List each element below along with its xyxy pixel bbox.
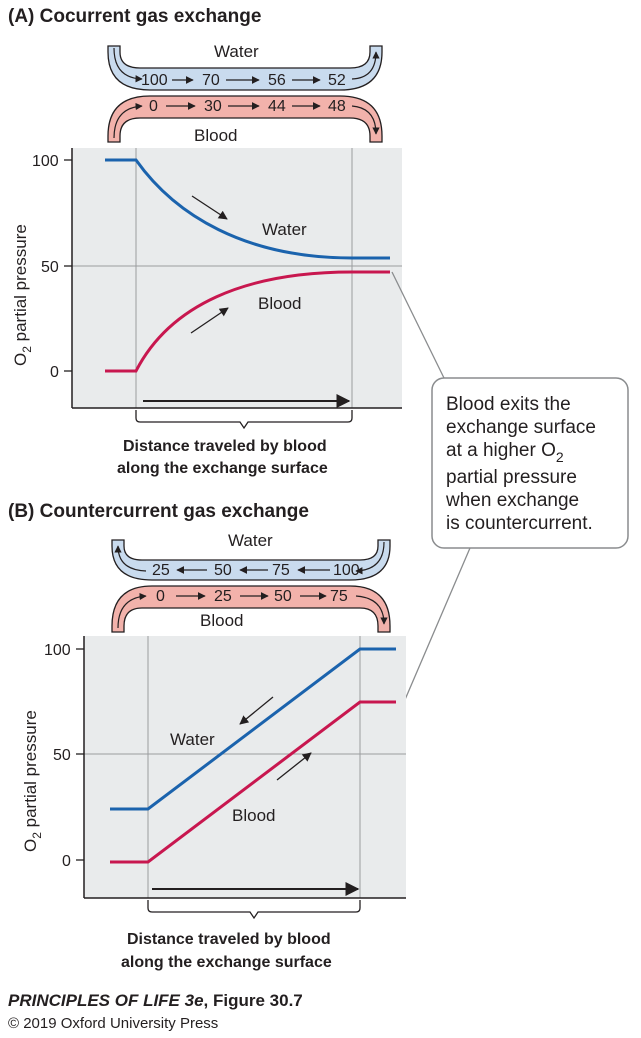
callout-line-2: exchange surface (446, 417, 596, 438)
panel-a-x-caption-line2: along the exchange surface (117, 460, 328, 477)
panel-b-tick-label-50: 50 (53, 747, 71, 764)
panel-b-water-trend-arrow (239, 696, 274, 725)
panel-b-curve-water-label: Water (170, 730, 215, 749)
book-title: PRINCIPLES OF LIFE 3e (8, 991, 204, 1010)
panel-b-x-caption-line1: Distance traveled by blood (127, 931, 331, 948)
panel-b-water-value-3: 75 (272, 562, 290, 579)
panel-b-plot: 100 50 0 O2 partial pressure Water Blood… (21, 636, 406, 971)
panel-b-x-caption-line2: along the exchange surface (121, 954, 332, 971)
panel-b-blood-band (111, 585, 391, 633)
panel-b-y-axis-title: O2 partial pressure (21, 710, 44, 852)
panel-a-y-axis-title: O2 partial pressure (11, 224, 34, 366)
panel-b-blood-inflow-arrow (117, 592, 147, 629)
panel-a-blood-value-2: 30 (204, 98, 222, 115)
panel-a-water-label: Water (214, 42, 259, 61)
panel-b-distance-bracket (147, 900, 361, 920)
panel-b-blood-outflow-arrow (355, 595, 388, 625)
panel-b-water-channel: Water 25 50 75 100 (111, 531, 391, 581)
callout: Blood exits the exchange surface at a hi… (391, 271, 629, 703)
panel-b-blood-trend-arrow (276, 752, 312, 781)
panel-b-blood-curve (110, 700, 396, 864)
panel-b-water-outflow-arrow (114, 545, 147, 572)
panel-a-tick-label-0: 0 (50, 364, 59, 381)
panel-a-tick-label-100: 100 (32, 153, 59, 170)
callout-line-4: partial pressure (446, 467, 577, 488)
callout-box (431, 377, 629, 549)
panel-a-x-caption-line1: Distance traveled by blood (123, 438, 327, 455)
figure-number: , Figure 30.7 (204, 991, 303, 1010)
panel-a-water-trend-arrow (191, 195, 228, 220)
panel-b-blood-value-2: 25 (214, 588, 232, 605)
panel-a-blood-value-3: 44 (268, 98, 286, 115)
panel-b-blood-value-1: 0 (156, 588, 165, 605)
panel-b-plot-background (84, 636, 406, 898)
panel-a-water-value-1: 100 (141, 72, 168, 89)
panel-b: (B) Countercurrent gas exchange Water 25… (8, 501, 406, 971)
callout-pointer-b (403, 547, 471, 703)
panel-b-blood-label: Blood (200, 611, 243, 630)
panel-b-curve-blood-label: Blood (232, 806, 275, 825)
panel-a-distance-bracket (135, 410, 353, 430)
panel-a-water-inflow-arrow (113, 47, 143, 83)
panel-a-water-outflow-arrow (351, 51, 380, 80)
panel-a-blood-inflow-arrow (113, 102, 143, 139)
panel-b-blood-channel: 0 25 50 75 Blood (111, 585, 391, 633)
panel-b-water-value-1: 25 (152, 562, 170, 579)
panel-a-blood-value-1: 0 (149, 98, 158, 115)
credit-copyright: © 2019 Oxford University Press (8, 1015, 218, 1032)
panel-b-blood-value-4: 75 (330, 588, 348, 605)
credit-title: PRINCIPLES OF LIFE 3e, Figure 30.7 (8, 991, 303, 1010)
panel-a-water-curve (105, 158, 390, 260)
panel-a-blood-outflow-arrow (351, 105, 380, 135)
credit: PRINCIPLES OF LIFE 3e, Figure 30.7 © 201… (8, 991, 303, 1032)
panel-a-title: (A) Cocurrent gas exchange (8, 6, 261, 27)
callout-line-1: Blood exits the (446, 394, 571, 415)
panel-a-water-value-4: 52 (328, 72, 346, 89)
callout-line-3: at a higher O2 (446, 440, 564, 465)
panel-a-water-channel: Water 100 70 56 52 (107, 42, 383, 91)
panel-b-title: (B) Countercurrent gas exchange (8, 501, 309, 522)
panel-b-tick-label-100: 100 (44, 642, 71, 659)
panel-a-blood-trend-arrow (190, 307, 229, 334)
panel-a-tick-label-50: 50 (41, 259, 59, 276)
panel-a-curve-blood-label: Blood (258, 294, 301, 313)
panel-a-plot: 100 50 0 O2 partial pressure Water Blood… (11, 148, 402, 477)
panel-b-tick-label-0: 0 (62, 853, 71, 870)
panel-b-water-value-2: 50 (214, 562, 232, 579)
panel-a-blood-channel: 0 30 44 48 Blood (107, 95, 383, 145)
panel-a-blood-label: Blood (194, 126, 237, 145)
panel-b-water-label: Water (228, 531, 273, 550)
panel-b-water-curve (110, 647, 396, 811)
callout-line-5: when exchange (445, 490, 579, 511)
panel-a-blood-value-4: 48 (328, 98, 346, 115)
panel-a-curve-water-label: Water (262, 220, 307, 239)
callout-pointer-a (391, 271, 445, 379)
panel-b-blood-value-3: 50 (274, 588, 292, 605)
panel-a-water-value-2: 70 (202, 72, 220, 89)
panel-b-water-value-4: 100 (333, 562, 360, 579)
panel-b-water-inflow-arrow (355, 541, 385, 575)
panel-a-blood-curve (105, 270, 390, 373)
panel-a-plot-background (72, 148, 402, 408)
callout-line-6: is countercurrent. (446, 513, 593, 534)
panel-a: (A) Cocurrent gas exchange Water 100 70 … (8, 6, 402, 477)
panel-a-water-value-3: 56 (268, 72, 286, 89)
